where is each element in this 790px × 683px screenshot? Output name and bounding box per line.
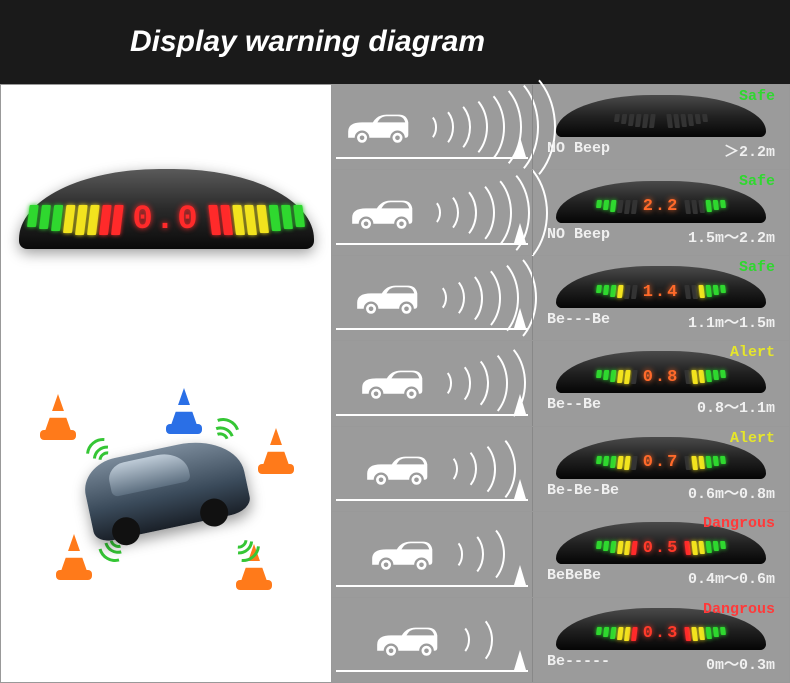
mini-sensor-digits: 1.4 bbox=[640, 283, 683, 302]
distance-illustration bbox=[332, 256, 532, 340]
sensor-state-cell: Safe 1.4 Be---Be 1.1m～1.5m bbox=[532, 256, 789, 340]
table-row: Dangrous 0.3 Be----- 0m～0.3m bbox=[331, 597, 789, 682]
mini-sensor-digits: 2.2 bbox=[640, 197, 683, 216]
table-row: Dangrous 0.5 BeBeBe 0.4m～0.6m bbox=[331, 511, 789, 596]
beep-pattern: Be---Be bbox=[547, 311, 610, 332]
obstacle-icon bbox=[514, 650, 526, 670]
status-badge: Alert bbox=[730, 344, 775, 361]
car-side-icon bbox=[346, 192, 420, 234]
sensor-state-cell: Alert 0.8 Be--Be 0.8～1.1m bbox=[532, 341, 789, 425]
table-row: Safe 1.4 Be---Be 1.1m～1.5m bbox=[331, 255, 789, 340]
distance-range: 1.5m～2.2m bbox=[688, 226, 775, 247]
table-row: Safe NO Beep ＞2.2m bbox=[331, 85, 789, 169]
car-side-icon bbox=[342, 106, 416, 148]
car-cones-scene bbox=[26, 378, 306, 598]
mini-sensor-digits: 0.3 bbox=[640, 624, 683, 643]
sensor-state-cell: Safe NO Beep ＞2.2m bbox=[532, 85, 789, 169]
status-badge: Dangrous bbox=[703, 515, 775, 532]
header: Display warning diagram bbox=[0, 0, 790, 84]
obstacle-icon bbox=[514, 479, 526, 499]
status-badge: Dangrous bbox=[703, 601, 775, 618]
content-area: 0.0 Safe NO Beep ＞2.2m Safe 2.2 NO Beep 1.5m～2… bbox=[0, 84, 790, 683]
distance-illustration bbox=[332, 341, 532, 425]
warning-table: SafeNO Beep＞2.2mSafe2.2NO Beep1.5m～2.2mS… bbox=[331, 85, 789, 682]
distance-range: ＞2.2m bbox=[724, 140, 775, 161]
traffic-cone-icon bbox=[40, 388, 76, 440]
distance-range: 0.8～1.1m bbox=[697, 396, 775, 417]
sensor-state-cell: Dangrous 0.3 Be----- 0m～0.3m bbox=[532, 598, 789, 682]
beep-pattern: Be----- bbox=[547, 653, 610, 674]
mini-sensor-display: 2.2 bbox=[556, 181, 766, 223]
obstacle-icon bbox=[514, 565, 526, 585]
car-side-icon bbox=[366, 533, 440, 575]
obstacle-icon bbox=[514, 137, 526, 157]
main-sensor-display: 0.0 bbox=[19, 169, 314, 249]
obstacle-icon bbox=[514, 394, 526, 414]
page-title: Display warning diagram bbox=[130, 25, 485, 59]
mini-sensor-display bbox=[556, 95, 766, 137]
table-row: Safe 2.2 NO Beep 1.5m～2.2m bbox=[331, 169, 789, 254]
status-badge: Safe bbox=[739, 259, 775, 276]
status-badge: Safe bbox=[739, 173, 775, 190]
distance-illustration bbox=[332, 512, 532, 596]
mini-sensor-digits: 0.7 bbox=[640, 453, 683, 472]
obstacle-icon bbox=[514, 308, 526, 328]
table-row: Alert 0.7 Be-Be-Be 0.6m～0.8m bbox=[331, 426, 789, 511]
sensor-state-cell: Alert 0.7 Be-Be-Be 0.6m～0.8m bbox=[532, 427, 789, 511]
distance-range: 1.1m～1.5m bbox=[688, 311, 775, 332]
car-side-icon bbox=[351, 277, 425, 319]
status-badge: Alert bbox=[730, 430, 775, 447]
beep-pattern: NO Beep bbox=[547, 140, 610, 161]
beep-pattern: NO Beep bbox=[547, 226, 610, 247]
beep-pattern: Be--Be bbox=[547, 396, 601, 417]
obstacle-icon bbox=[514, 223, 526, 243]
left-panel: 0.0 bbox=[1, 85, 331, 682]
car-side-icon bbox=[361, 448, 435, 490]
status-badge: Safe bbox=[739, 88, 775, 105]
distance-range: 0.6m～0.8m bbox=[688, 482, 775, 503]
mini-sensor-digits: 0.5 bbox=[640, 539, 683, 558]
table-row: Alert 0.8 Be--Be 0.8～1.1m bbox=[331, 340, 789, 425]
traffic-cone-icon bbox=[258, 422, 294, 474]
sensor-state-cell: Dangrous 0.5 BeBeBe 0.4m～0.6m bbox=[532, 512, 789, 596]
distance-illustration bbox=[332, 170, 532, 254]
sensor-state-cell: Safe 2.2 NO Beep 1.5m～2.2m bbox=[532, 170, 789, 254]
car-side-icon bbox=[356, 362, 430, 404]
beep-pattern: Be-Be-Be bbox=[547, 482, 619, 503]
traffic-cone-icon bbox=[166, 382, 202, 434]
mini-sensor-display: 1.4 bbox=[556, 266, 766, 308]
beep-pattern: BeBeBe bbox=[547, 567, 601, 588]
distance-illustration bbox=[332, 427, 532, 511]
distance-range: 0.4m～0.6m bbox=[688, 567, 775, 588]
distance-illustration bbox=[332, 598, 532, 682]
mini-sensor-digits: 0.8 bbox=[640, 368, 683, 387]
car-side-icon bbox=[371, 619, 445, 661]
distance-range: 0m～0.3m bbox=[706, 653, 775, 674]
main-sensor-digits: 0.0 bbox=[126, 201, 205, 239]
traffic-cone-icon bbox=[56, 528, 92, 580]
